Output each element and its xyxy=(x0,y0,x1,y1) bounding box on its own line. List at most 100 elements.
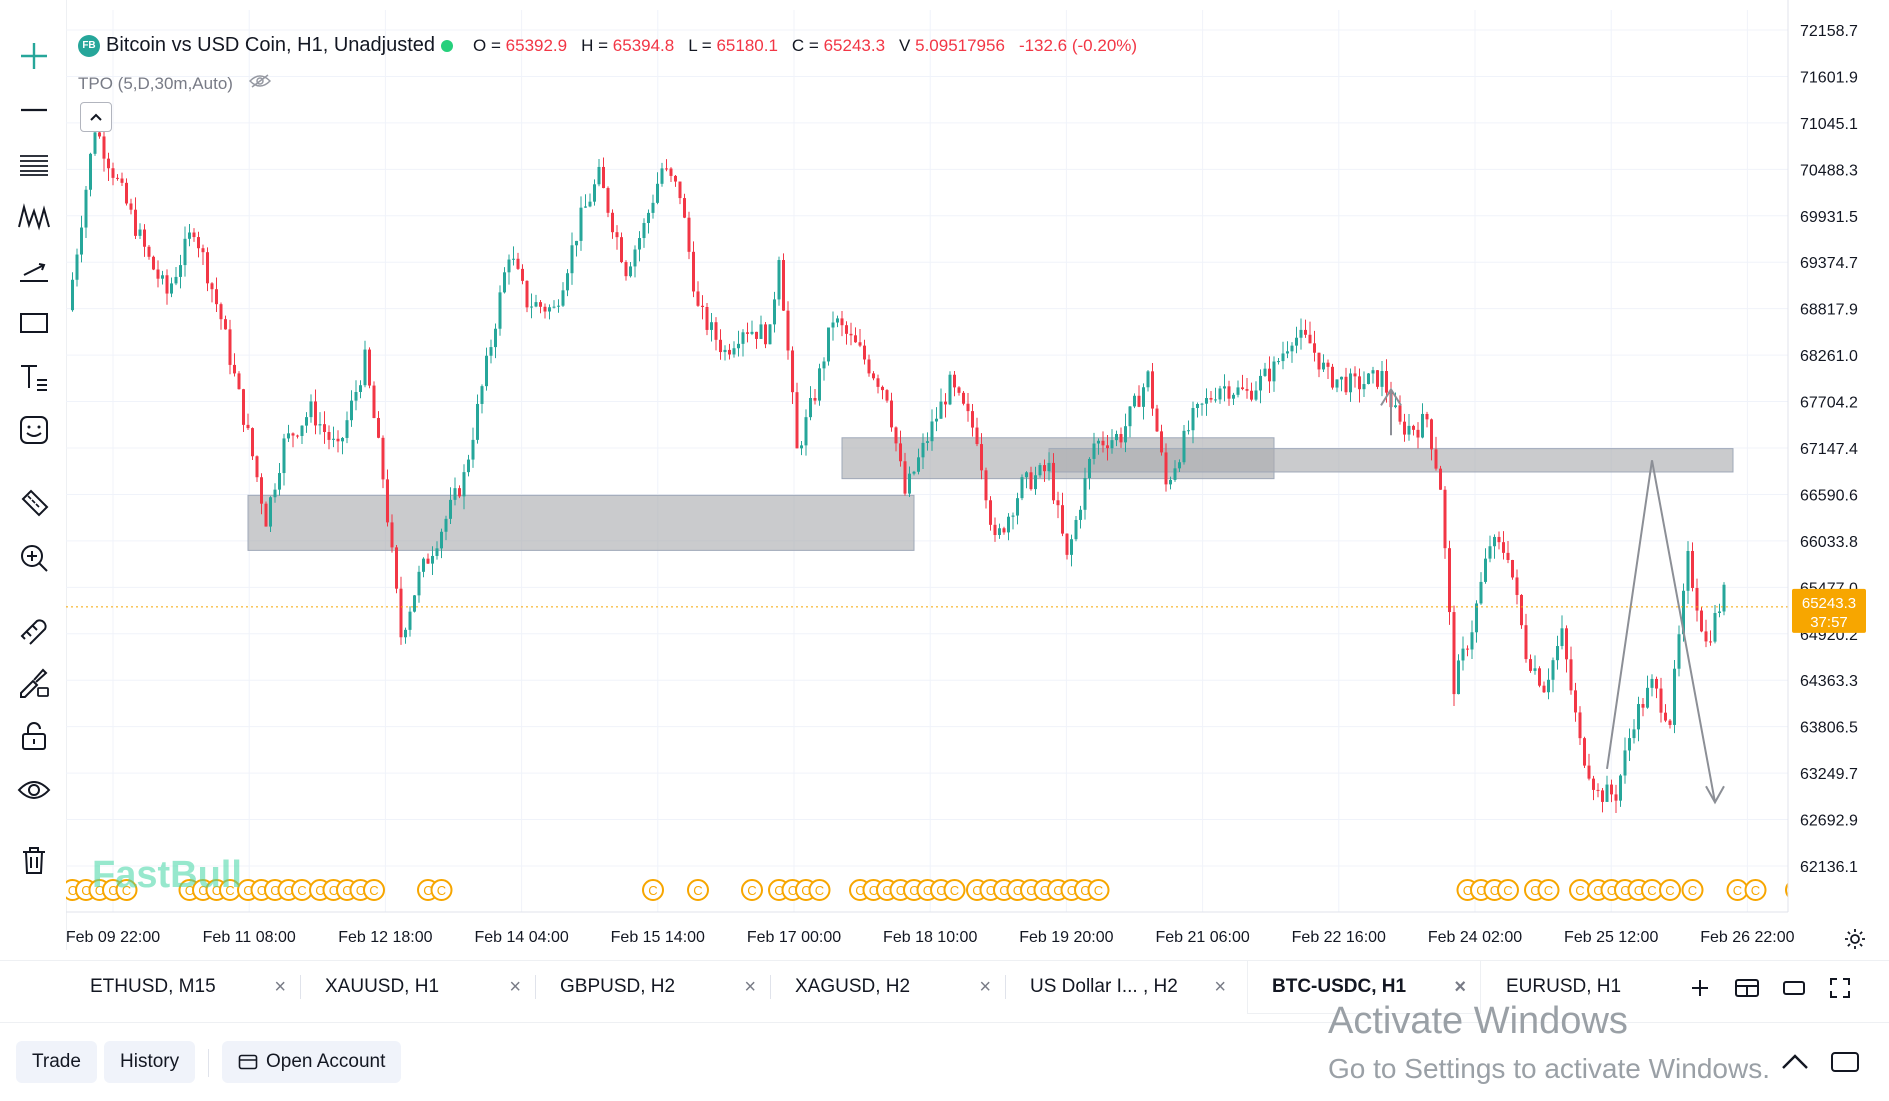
candle xyxy=(1088,457,1091,490)
candle xyxy=(1547,668,1550,700)
close-icon[interactable]: × xyxy=(1214,975,1226,998)
close-icon[interactable]: × xyxy=(1454,975,1466,998)
fullscreen-icon[interactable] xyxy=(1826,974,1854,1002)
candle xyxy=(1560,615,1564,650)
candle xyxy=(719,329,722,360)
text-icon[interactable] xyxy=(14,357,54,397)
candle xyxy=(1020,474,1024,501)
candle-body xyxy=(1556,646,1559,661)
candle xyxy=(1434,436,1438,471)
event-marker-label: C xyxy=(896,883,905,898)
candle xyxy=(255,455,259,482)
price-tag-countdown: 37:57 xyxy=(1810,614,1848,631)
candle-body xyxy=(1380,371,1384,387)
candle xyxy=(579,196,583,251)
crosshair-icon[interactable] xyxy=(14,36,54,76)
event-marker-label: C xyxy=(815,883,824,898)
symbol-title[interactable]: Bitcoin vs USD Coin, H1, Unadjusted xyxy=(106,34,436,56)
pattern-icon[interactable] xyxy=(14,196,54,236)
candle-body xyxy=(1722,584,1726,612)
candle xyxy=(1142,383,1145,420)
candle-body xyxy=(1259,375,1262,391)
candle xyxy=(476,394,479,444)
tab-ethusd[interactable]: ETHUSD, M15 × xyxy=(66,961,300,1013)
event-marker-circle xyxy=(363,879,385,901)
emoji-icon[interactable] xyxy=(14,410,54,450)
chevron-up-icon[interactable] xyxy=(1778,1046,1812,1076)
candle-body xyxy=(696,291,700,306)
close-icon[interactable]: × xyxy=(274,975,286,998)
candle-body xyxy=(822,361,826,369)
tab-xagusd[interactable]: XAGUSD, H2 × xyxy=(771,961,1005,1013)
tab-gbpusd[interactable]: GBPUSD, H2 × xyxy=(536,961,770,1013)
indicator-legend[interactable]: TPO (5,D,30m,Auto) xyxy=(78,73,271,94)
magnet-icon[interactable] xyxy=(14,608,54,648)
trend-icon[interactable] xyxy=(14,250,54,290)
eye-icon[interactable] xyxy=(14,770,54,810)
candle xyxy=(1592,775,1595,801)
layout-icon[interactable] xyxy=(1733,974,1761,1002)
fib-icon[interactable] xyxy=(14,143,54,183)
candle xyxy=(1362,371,1366,397)
candle xyxy=(363,340,367,388)
event-marker: C xyxy=(1726,879,1749,901)
candle xyxy=(782,253,785,312)
keyboard-icon[interactable] xyxy=(1830,1050,1860,1074)
candle-body xyxy=(147,246,151,257)
candle xyxy=(575,240,578,257)
event-marker-label: C xyxy=(437,883,446,898)
rectangle-icon[interactable] xyxy=(14,303,54,343)
trash-icon[interactable] xyxy=(14,840,54,880)
candle-body xyxy=(579,207,583,241)
candle-body xyxy=(737,343,740,349)
candle xyxy=(143,224,146,257)
candle xyxy=(408,606,412,637)
hide-eye-icon[interactable] xyxy=(248,73,271,94)
candle-body xyxy=(1344,376,1348,393)
gear-icon[interactable] xyxy=(1843,927,1867,951)
event-marker-label: C xyxy=(747,883,756,898)
tab-btc-usdc[interactable]: BTC-USDC, H1 × xyxy=(1248,961,1480,1013)
open-account-button[interactable]: Open Account xyxy=(222,1041,402,1083)
candle-body xyxy=(989,500,992,525)
candle-body xyxy=(1713,612,1717,642)
candle-body xyxy=(1497,536,1501,543)
candle xyxy=(354,380,358,411)
candle xyxy=(1457,654,1460,695)
candle xyxy=(300,425,304,444)
tab-us-dollar-index[interactable]: US Dollar I... , H2 × xyxy=(1006,961,1240,1013)
event-marker-label: C xyxy=(243,883,252,898)
candle xyxy=(1151,363,1154,416)
path-annotation xyxy=(1606,460,1716,803)
window-icon[interactable] xyxy=(1780,974,1808,1002)
brush-lock-icon[interactable] xyxy=(14,662,54,702)
event-marker-label: C xyxy=(122,883,131,898)
event-marker: C xyxy=(1744,879,1767,901)
zoom-icon[interactable] xyxy=(14,538,54,578)
history-button[interactable]: History xyxy=(104,1041,196,1083)
close-icon[interactable]: × xyxy=(979,975,991,998)
event-marker-label: C xyxy=(1733,883,1742,898)
event-marker-label: C xyxy=(1544,883,1553,898)
lock-icon[interactable] xyxy=(14,716,54,756)
symbol-tab-bar: ETHUSD, M15 × XAUUSD, H1 × GBPUSD, H2 × XAG… xyxy=(0,960,1889,1013)
tab-eurusd[interactable]: EURUSD, H1 xyxy=(1482,961,1672,1013)
candle xyxy=(746,322,749,343)
candle xyxy=(1101,431,1105,453)
candle-body xyxy=(503,272,506,293)
candle-body xyxy=(1529,659,1532,671)
close-icon[interactable]: × xyxy=(744,975,756,998)
add-tab-icon[interactable] xyxy=(1686,974,1714,1002)
collapse-legend-button[interactable] xyxy=(80,102,112,132)
candle-body xyxy=(309,401,313,418)
trade-button[interactable]: Trade xyxy=(16,1041,97,1083)
candle-body xyxy=(1295,337,1298,346)
tab-xauusd[interactable]: XAUUSD, H1 × xyxy=(301,961,535,1013)
time-tick-label: Feb 24 02:00 xyxy=(1428,929,1522,946)
close-icon[interactable]: × xyxy=(509,975,521,998)
candle xyxy=(120,172,124,186)
ruler-icon[interactable] xyxy=(14,484,54,524)
horizontal-line-icon[interactable] xyxy=(14,90,54,130)
